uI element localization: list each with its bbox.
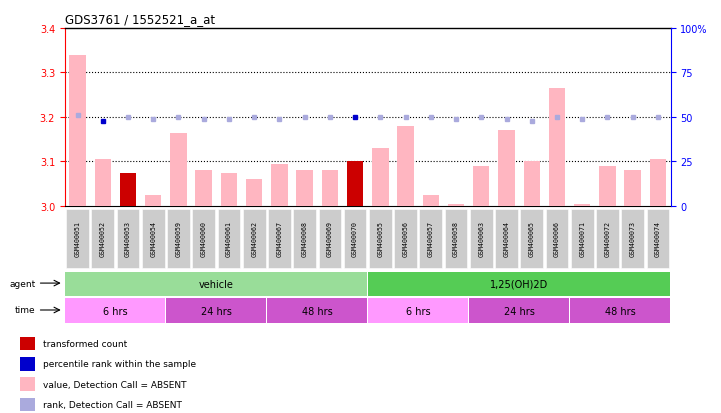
- FancyBboxPatch shape: [369, 209, 392, 268]
- Bar: [473, 166, 490, 206]
- Text: GSM400062: GSM400062: [251, 221, 257, 256]
- FancyBboxPatch shape: [267, 299, 367, 323]
- Bar: [69, 55, 86, 206]
- Bar: [448, 204, 464, 206]
- Text: time: time: [15, 306, 36, 315]
- FancyBboxPatch shape: [420, 209, 442, 268]
- FancyBboxPatch shape: [596, 209, 619, 268]
- FancyBboxPatch shape: [268, 209, 291, 268]
- Text: GSM400067: GSM400067: [276, 221, 283, 256]
- FancyBboxPatch shape: [66, 299, 165, 323]
- Text: transformed count: transformed count: [43, 339, 128, 348]
- FancyBboxPatch shape: [647, 209, 669, 268]
- FancyBboxPatch shape: [142, 209, 164, 268]
- Bar: [322, 171, 338, 206]
- Text: value, Detection Call = ABSENT: value, Detection Call = ABSENT: [43, 380, 187, 389]
- Bar: [195, 171, 212, 206]
- Bar: [347, 162, 363, 206]
- Text: GSM400070: GSM400070: [352, 221, 358, 256]
- Text: GSM400058: GSM400058: [453, 221, 459, 256]
- Text: GSM400053: GSM400053: [125, 221, 131, 256]
- Bar: [498, 131, 515, 206]
- FancyBboxPatch shape: [218, 209, 240, 268]
- Bar: [170, 133, 187, 206]
- Text: 6 hrs: 6 hrs: [406, 306, 430, 316]
- Bar: [397, 126, 414, 206]
- Text: 48 hrs: 48 hrs: [302, 306, 332, 316]
- FancyBboxPatch shape: [293, 209, 316, 268]
- FancyBboxPatch shape: [368, 272, 670, 296]
- Bar: [423, 195, 439, 206]
- Bar: [94, 160, 111, 206]
- Text: percentile rank within the sample: percentile rank within the sample: [43, 359, 197, 368]
- Text: GSM400056: GSM400056: [402, 221, 409, 256]
- Text: vehicle: vehicle: [199, 279, 234, 289]
- Bar: [20, 357, 35, 371]
- Text: GSM400063: GSM400063: [478, 221, 485, 256]
- FancyBboxPatch shape: [571, 209, 593, 268]
- Bar: [221, 173, 237, 206]
- FancyBboxPatch shape: [193, 209, 215, 268]
- FancyBboxPatch shape: [92, 209, 114, 268]
- FancyBboxPatch shape: [394, 209, 417, 268]
- Text: GSM400054: GSM400054: [150, 221, 156, 256]
- FancyBboxPatch shape: [167, 299, 266, 323]
- Text: 48 hrs: 48 hrs: [605, 306, 635, 316]
- Bar: [20, 398, 35, 411]
- FancyBboxPatch shape: [368, 299, 468, 323]
- FancyBboxPatch shape: [243, 209, 265, 268]
- Bar: [296, 171, 313, 206]
- Text: rank, Detection Call = ABSENT: rank, Detection Call = ABSENT: [43, 400, 182, 409]
- Bar: [120, 173, 136, 206]
- Text: 24 hrs: 24 hrs: [504, 306, 534, 316]
- Text: GSM400060: GSM400060: [200, 221, 207, 256]
- FancyBboxPatch shape: [622, 209, 644, 268]
- Bar: [574, 204, 590, 206]
- FancyBboxPatch shape: [470, 209, 492, 268]
- FancyBboxPatch shape: [570, 299, 670, 323]
- Text: GSM400073: GSM400073: [629, 221, 636, 256]
- Bar: [246, 180, 262, 206]
- FancyBboxPatch shape: [521, 209, 543, 268]
- Text: agent: agent: [9, 279, 36, 288]
- Text: GSM400068: GSM400068: [301, 221, 308, 256]
- Bar: [523, 162, 540, 206]
- Text: GSM400064: GSM400064: [503, 221, 510, 256]
- Bar: [624, 171, 641, 206]
- Text: GSM400059: GSM400059: [175, 221, 182, 256]
- Bar: [20, 337, 35, 350]
- FancyBboxPatch shape: [546, 209, 568, 268]
- Bar: [549, 89, 565, 206]
- Bar: [271, 164, 288, 206]
- FancyBboxPatch shape: [319, 209, 341, 268]
- Text: 6 hrs: 6 hrs: [103, 306, 128, 316]
- FancyBboxPatch shape: [495, 209, 518, 268]
- Text: GDS3761 / 1552521_a_at: GDS3761 / 1552521_a_at: [65, 13, 215, 26]
- Text: GSM400065: GSM400065: [528, 221, 535, 256]
- Text: GSM400071: GSM400071: [579, 221, 585, 256]
- Bar: [650, 160, 666, 206]
- Bar: [20, 377, 35, 391]
- Text: GSM400061: GSM400061: [226, 221, 232, 256]
- Text: 1,25(OH)2D: 1,25(OH)2D: [490, 279, 548, 289]
- FancyBboxPatch shape: [344, 209, 366, 268]
- FancyBboxPatch shape: [469, 299, 569, 323]
- FancyBboxPatch shape: [167, 209, 190, 268]
- Bar: [599, 166, 616, 206]
- FancyBboxPatch shape: [445, 209, 467, 268]
- Text: GSM400066: GSM400066: [554, 221, 560, 256]
- Text: GSM400069: GSM400069: [327, 221, 333, 256]
- Text: GSM400074: GSM400074: [655, 221, 661, 256]
- Text: GSM400052: GSM400052: [99, 221, 106, 256]
- Text: GSM400051: GSM400051: [74, 221, 81, 256]
- Bar: [145, 195, 162, 206]
- Text: GSM400055: GSM400055: [377, 221, 384, 256]
- Text: 24 hrs: 24 hrs: [201, 306, 231, 316]
- Text: GSM400072: GSM400072: [604, 221, 611, 256]
- Text: GSM400057: GSM400057: [428, 221, 434, 256]
- FancyBboxPatch shape: [117, 209, 139, 268]
- FancyBboxPatch shape: [66, 209, 89, 268]
- FancyBboxPatch shape: [66, 272, 367, 296]
- Bar: [372, 149, 389, 206]
